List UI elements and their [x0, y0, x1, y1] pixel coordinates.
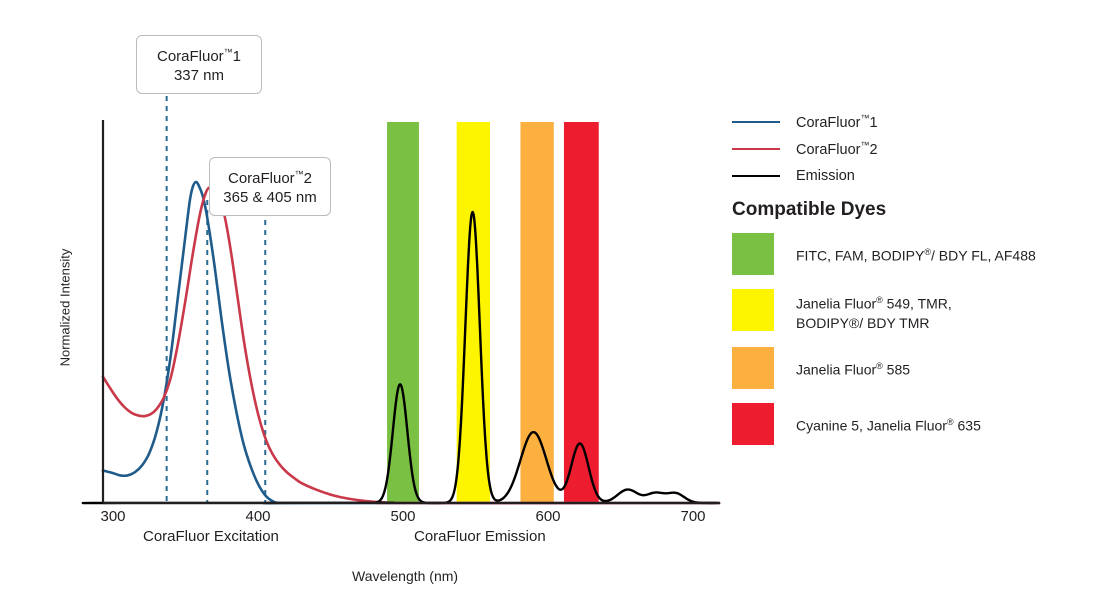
dye-color-swatch — [732, 346, 774, 389]
callout-cf1-line2: 337 nm — [173, 67, 225, 84]
x-tick-600: 600 — [535, 508, 561, 525]
caption-excitation: CoraFluor Excitation — [143, 528, 279, 545]
legend-item-1: CoraFluor™2 — [732, 135, 1092, 162]
callout-corafluor1: CoraFluor™1 337 nm — [136, 35, 262, 94]
x-tick-400: 400 — [245, 508, 271, 525]
dye-label: Janelia Fluor® 585 — [796, 360, 911, 378]
legend-item-label: CoraFluor™1 — [796, 112, 878, 131]
series-legend: CoraFluor™1 CoraFluor™2 Emission — [732, 108, 1092, 189]
compatible-dyes-list: FITC, FAM, BODIPY®/ BDY FL, AF488 Janelia… — [732, 233, 1102, 459]
x-axis-title: Wavelength (nm) — [352, 568, 459, 584]
legend-item-2: Emission — [732, 162, 1092, 189]
dye-row-2: Janelia Fluor® 585 — [732, 346, 1102, 389]
dye-row-1: Janelia Fluor® 549, TMR, BODIPY®/ BDY TMR — [732, 289, 1102, 333]
curve-excitation-CoraFluor1 — [101, 180, 721, 505]
dye-color-swatch — [732, 289, 774, 331]
dye-color-swatch — [732, 233, 774, 275]
x-tick-700: 700 — [680, 508, 706, 525]
legend-swatch-line-icon — [732, 120, 780, 123]
x-tick-300: 300 — [100, 508, 126, 525]
red-band — [563, 122, 599, 503]
legend-item-label: CoraFluor™2 — [796, 139, 878, 158]
dye-label: FITC, FAM, BODIPY®/ BDY FL, AF488 — [796, 247, 1036, 264]
legend-swatch-line-icon — [732, 147, 780, 150]
callout-cf2-line1: CoraFluor™2 — [227, 169, 313, 187]
callout-cf1-line1: CoraFluor™1 — [156, 47, 242, 65]
dye-label: Cyanine 5, Janelia Fluor® 635 — [796, 416, 981, 434]
legend-item-0: CoraFluor™1 — [732, 108, 1092, 135]
x-tick-500: 500 — [390, 508, 416, 525]
excitation-marker-lines — [165, 86, 267, 503]
caption-emission: CoraFluor Emission — [414, 528, 546, 545]
plot-axes — [101, 120, 720, 505]
emission-filter-bands — [387, 122, 599, 503]
dye-row-0: FITC, FAM, BODIPY®/ BDY FL, AF488 — [732, 233, 1102, 275]
callout-cf2-line2: 365 & 405 nm — [223, 189, 317, 206]
callout-corafluor2: CoraFluor™2 365 & 405 nm — [209, 157, 331, 216]
dye-label: Janelia Fluor® 549, TMR, BODIPY®/ BDY TMR — [796, 295, 952, 331]
orange-band — [520, 122, 554, 503]
legend-item-label: Emission — [796, 167, 855, 184]
compatible-dyes-title: Compatible Dyes — [732, 199, 887, 220]
legend-swatch-line-icon — [732, 174, 780, 177]
dye-color-swatch — [732, 402, 774, 445]
curve-excitation-CoraFluor2 — [101, 185, 721, 505]
y-axis-label: Normalized Intensity — [57, 248, 73, 367]
dye-row-3: Cyanine 5, Janelia Fluor® 635 — [732, 402, 1102, 445]
